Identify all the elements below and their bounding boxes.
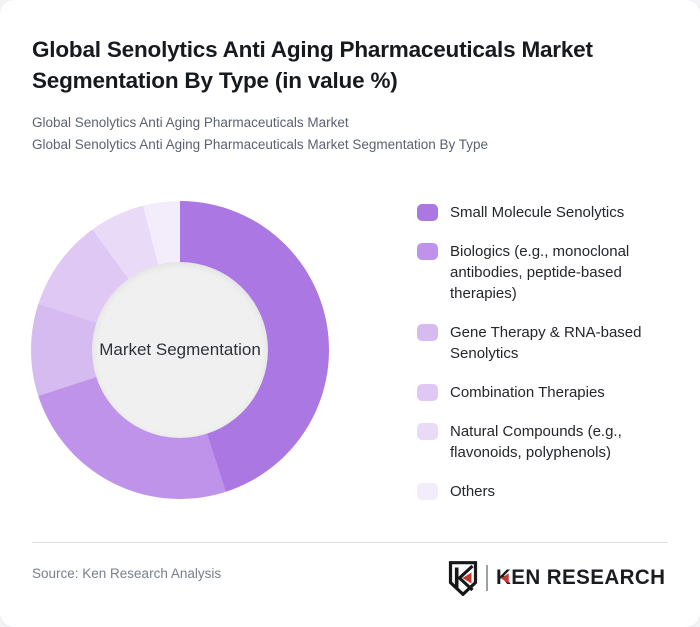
- legend-item[interactable]: Others: [417, 481, 669, 502]
- legend-swatch-icon: [417, 243, 438, 260]
- donut-center-label: Market Segmentation: [99, 340, 261, 359]
- legend-swatch-icon: [417, 384, 438, 401]
- legend-label: Biologics (e.g., monoclonal antibodies, …: [450, 243, 630, 302]
- logo-separator: [486, 565, 489, 591]
- source-text: Source: Ken Research Analysis: [32, 566, 222, 581]
- legend-label: Small Molecule Senolytics: [450, 204, 625, 221]
- shield-red-triangle-icon: [462, 572, 472, 583]
- chart-subtitle-line1: Global Senolytics Anti Aging Pharmaceuti…: [32, 115, 349, 130]
- legend-item[interactable]: Combination Therapies: [417, 382, 669, 403]
- chart-subtitle: Global Senolytics Anti Aging Pharmaceuti…: [32, 112, 672, 155]
- legend-swatch-icon: [417, 423, 438, 440]
- legend-label: Gene Therapy & RNA-based Senolytics: [450, 324, 642, 362]
- legend-label: Others: [450, 483, 496, 500]
- footer-divider: [32, 542, 668, 543]
- logo-wordmark-text: KEN RESEARCH: [496, 566, 666, 589]
- legend-label: Natural Compounds (e.g., flavonoids, pol…: [450, 423, 622, 461]
- chart-legend: Small Molecule Senolytics Biologics (e.g.…: [417, 202, 669, 502]
- legend-swatch-icon: [417, 204, 438, 221]
- legend-label: Combination Therapies: [450, 384, 605, 401]
- legend-swatch-icon: [417, 324, 438, 341]
- page-title: Global Senolytics Anti Aging Pharmaceuti…: [32, 34, 672, 96]
- logo-wordmark: KEN RESEARCH: [496, 566, 665, 590]
- page-title-line2: Segmentation By Type (in value %): [32, 68, 398, 93]
- wordmark-red-triangle-icon: [501, 573, 509, 584]
- donut-hole: Market Segmentation: [92, 262, 268, 438]
- legend-item[interactable]: Biologics (e.g., monoclonal antibodies, …: [417, 241, 669, 304]
- chart-subtitle-line2: Global Senolytics Anti Aging Pharmaceuti…: [32, 136, 488, 152]
- legend-item[interactable]: Gene Therapy & RNA-based Senolytics: [417, 322, 669, 364]
- page-title-line1: Global Senolytics Anti Aging Pharmaceuti…: [32, 37, 593, 62]
- brand-logo: KEN RESEARCH: [448, 558, 669, 598]
- legend-swatch-icon: [417, 483, 438, 500]
- ken-shield-icon: [449, 560, 478, 596]
- donut-chart-wrapper: Market Segmentation: [31, 201, 329, 499]
- legend-item[interactable]: Natural Compounds (e.g., flavonoids, pol…: [417, 421, 669, 463]
- legend-item[interactable]: Small Molecule Senolytics: [417, 202, 669, 223]
